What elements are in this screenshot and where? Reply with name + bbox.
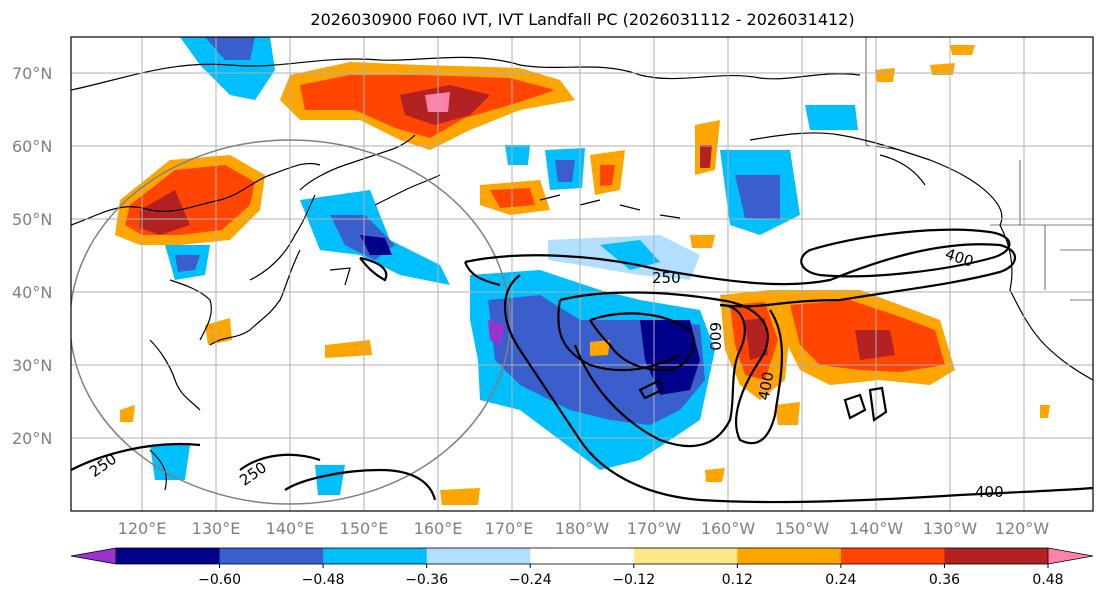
colorbar-segment xyxy=(219,548,324,564)
lon-label-150e: 150°E xyxy=(340,519,389,538)
longitude-labels: 120°E 130°E 140°E 150°E 160°E 170°E 180°… xyxy=(118,519,1050,538)
contour-label-600: 600 xyxy=(706,322,724,351)
colorbar-segment xyxy=(633,548,738,564)
colorbar-tick-label: 0.24 xyxy=(825,572,856,588)
map-layers: 250 400 600 400 250 250 400 xyxy=(71,37,1093,511)
contour-label-400-south: 400 xyxy=(975,483,1004,501)
colorbar-left-extend-arrow xyxy=(71,548,116,564)
lon-label-120e: 120°E xyxy=(118,519,167,538)
colorbar-segment xyxy=(840,548,945,564)
colorbar-tick-label: −0.48 xyxy=(302,572,345,588)
landfall-region-circle xyxy=(71,139,511,505)
colorbar-segment xyxy=(323,548,428,564)
lon-label-150w: 150°W xyxy=(775,519,830,538)
colorbar-right-extend-arrow xyxy=(1048,548,1093,564)
lat-label-50n: 50°N xyxy=(12,210,52,229)
lat-label-30n: 30°N xyxy=(12,356,52,375)
lat-label-20n: 20°N xyxy=(12,429,52,448)
lat-label-70n: 70°N xyxy=(12,64,52,83)
political-borders xyxy=(865,37,1093,301)
lat-label-60n: 60°N xyxy=(12,137,52,156)
colorbar-tick-label: −0.36 xyxy=(405,572,448,588)
lon-label-160w: 160°W xyxy=(701,519,756,538)
colorbar-tick-labels: −0.60 −0.48 −0.36 −0.24 −0.12 0.12 0.24 0.36 0.4… xyxy=(198,564,1064,588)
colorbar-tick-label: 0.12 xyxy=(722,572,753,588)
lon-label-120w: 120°W xyxy=(995,519,1050,538)
graticule xyxy=(71,37,1093,511)
lon-label-170w: 170°W xyxy=(627,519,682,538)
lon-label-140e: 140°E xyxy=(266,519,315,538)
colorbar-tick-label: −0.60 xyxy=(198,572,241,588)
map-title: 2026030900 F060 IVT, IVT Landfall PC (20… xyxy=(310,10,855,29)
lon-label-160e: 160°E xyxy=(414,519,463,538)
colorbar-segment xyxy=(737,548,842,564)
latitude-labels: 70°N 60°N 50°N 40°N 30°N 20°N xyxy=(12,64,52,448)
colorbar-tick-label: 0.48 xyxy=(1032,572,1063,588)
colorbar: −0.60 −0.48 −0.36 −0.24 −0.12 0.12 0.24 0.36 0.4… xyxy=(70,547,1094,588)
colorbar-segment xyxy=(944,548,1049,564)
lon-label-130e: 130°E xyxy=(192,519,241,538)
colorbar-tick-label: 0.36 xyxy=(929,572,960,588)
lat-label-40n: 40°N xyxy=(12,283,52,302)
lon-label-140w: 140°W xyxy=(849,519,904,538)
colorbar-frame xyxy=(115,547,1049,565)
colorbar-segments xyxy=(116,548,1049,564)
colorbar-tick-label: −0.24 xyxy=(509,572,552,588)
negative-anomaly-shading xyxy=(150,37,858,495)
lon-label-130w: 130°W xyxy=(923,519,978,538)
colorbar-tick-label: −0.12 xyxy=(612,572,655,588)
positive-anomaly-shading xyxy=(115,45,1050,505)
colorbar-segment xyxy=(426,548,531,564)
contour-label-250-north-pacific: 250 xyxy=(652,269,681,287)
map-frame xyxy=(70,36,1094,512)
contour-label-400-central: 400 xyxy=(755,370,778,401)
lon-label-180w: 180°W xyxy=(555,519,610,538)
colorbar-segment xyxy=(530,548,635,564)
colorbar-segment xyxy=(116,548,221,564)
ivt-contours xyxy=(71,228,1093,504)
lon-label-170e: 170°E xyxy=(485,519,534,538)
